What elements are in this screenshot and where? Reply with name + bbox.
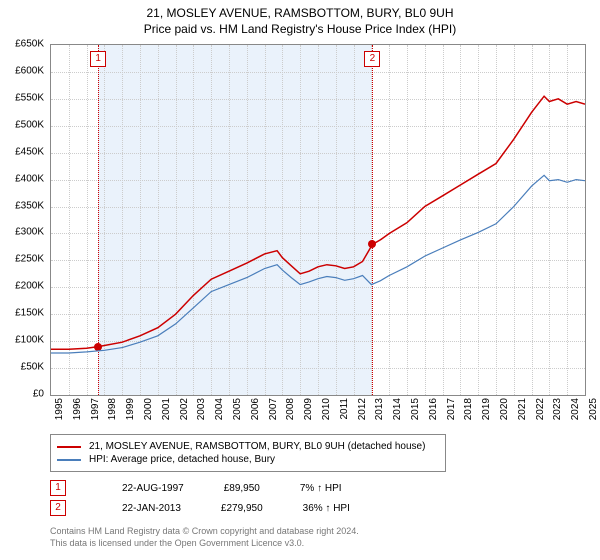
footer-line-2: This data is licensed under the Open Gov…: [50, 538, 304, 548]
x-tick-label: 2007: [268, 398, 279, 420]
legend-label: HPI: Average price, detached house, Bury: [89, 454, 275, 465]
x-tick-label: 2014: [392, 398, 403, 420]
sale-row-2: 2 22-JAN-2013 £279,950 36% ↑ HPI: [50, 500, 350, 516]
x-tick-label: 2018: [463, 398, 474, 420]
y-tick-label: £350K: [15, 200, 44, 211]
sale-badge-1: 1: [50, 480, 66, 496]
legend-row: 21, MOSLEY AVENUE, RAMSBOTTOM, BURY, BL0…: [57, 441, 439, 452]
x-tick-label: 2022: [535, 398, 546, 420]
title-line-1: 21, MOSLEY AVENUE, RAMSBOTTOM, BURY, BL0…: [0, 6, 600, 20]
x-tick-label: 1997: [90, 398, 101, 420]
sale-row-1: 1 22-AUG-1997 £89,950 7% ↑ HPI: [50, 480, 342, 496]
x-tick-label: 2012: [357, 398, 368, 420]
y-tick-label: £200K: [15, 281, 44, 292]
titles: 21, MOSLEY AVENUE, RAMSBOTTOM, BURY, BL0…: [0, 0, 600, 36]
y-tick-label: £450K: [15, 146, 44, 157]
footer-line-1: Contains HM Land Registry data © Crown c…: [50, 526, 359, 536]
y-tick-label: £100K: [15, 335, 44, 346]
legend-swatch: [57, 459, 81, 461]
series-line: [51, 96, 585, 349]
x-tick-label: 2013: [374, 398, 385, 420]
y-tick-label: £550K: [15, 92, 44, 103]
sale-price-1: £89,950: [224, 483, 260, 494]
x-tick-label: 2009: [303, 398, 314, 420]
y-tick-label: £500K: [15, 119, 44, 130]
x-tick-label: 2003: [196, 398, 207, 420]
legend-swatch: [57, 446, 81, 448]
x-tick-label: 2024: [570, 398, 581, 420]
sale-badge-2: 2: [50, 500, 66, 516]
legend-row: HPI: Average price, detached house, Bury: [57, 454, 439, 465]
y-tick-label: £250K: [15, 254, 44, 265]
x-tick-label: 2001: [161, 398, 172, 420]
x-tick-label: 1999: [125, 398, 136, 420]
sale-delta-2: 36% ↑ HPI: [303, 503, 350, 514]
y-tick-label: £650K: [15, 39, 44, 50]
x-tick-label: 2005: [232, 398, 243, 420]
title-line-2: Price paid vs. HM Land Registry's House …: [0, 22, 600, 36]
x-tick-label: 2008: [285, 398, 296, 420]
series-line: [51, 175, 585, 353]
sale-price-2: £279,950: [221, 503, 263, 514]
legend-label: 21, MOSLEY AVENUE, RAMSBOTTOM, BURY, BL0…: [89, 441, 425, 452]
x-tick-label: 2006: [250, 398, 261, 420]
x-tick-label: 2015: [410, 398, 421, 420]
y-tick-label: £400K: [15, 173, 44, 184]
y-tick-label: £600K: [15, 65, 44, 76]
x-tick-label: 1996: [72, 398, 83, 420]
x-tick-label: 2000: [143, 398, 154, 420]
sale-date-2: 22-JAN-2013: [122, 503, 181, 514]
legend: 21, MOSLEY AVENUE, RAMSBOTTOM, BURY, BL0…: [50, 434, 446, 472]
x-tick-label: 2016: [428, 398, 439, 420]
y-tick-label: £150K: [15, 308, 44, 319]
x-tick-label: 2021: [517, 398, 528, 420]
plot-area: 12: [50, 44, 586, 396]
sale-date-1: 22-AUG-1997: [122, 483, 184, 494]
x-tick-label: 2020: [499, 398, 510, 420]
x-tick-label: 1998: [107, 398, 118, 420]
sale-delta-1: 7% ↑ HPI: [300, 483, 342, 494]
y-tick-label: £50K: [21, 362, 44, 373]
x-tick-label: 2019: [481, 398, 492, 420]
x-tick-label: 2010: [321, 398, 332, 420]
x-tick-label: 2023: [552, 398, 563, 420]
y-tick-label: £300K: [15, 227, 44, 238]
x-tick-label: 2017: [446, 398, 457, 420]
x-tick-label: 2025: [588, 398, 599, 420]
x-tick-label: 2002: [179, 398, 190, 420]
x-tick-label: 2004: [214, 398, 225, 420]
x-tick-label: 2011: [339, 398, 350, 420]
chart-container: 21, MOSLEY AVENUE, RAMSBOTTOM, BURY, BL0…: [0, 0, 600, 560]
x-tick-label: 1995: [54, 398, 65, 420]
series-svg: [51, 45, 585, 395]
y-tick-label: £0: [33, 389, 44, 400]
